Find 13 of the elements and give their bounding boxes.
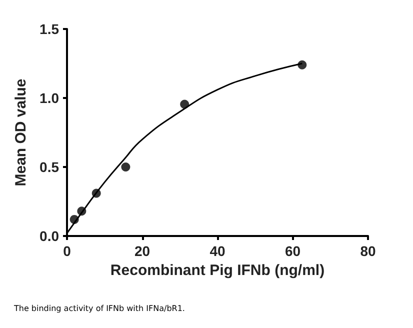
point (121, 162, 130, 172)
text: The binding activity of IFNb with IFNa/bR1. (14, 304, 185, 313)
y-axis-title: Mean OD value (12, 78, 30, 186)
x-tick-label: 0 (63, 243, 72, 259)
y-tick-label: 0.0 (40, 228, 60, 244)
y-tick-label: 0.5 (40, 159, 60, 175)
y-tick-label: 1.0 (40, 90, 60, 106)
x-tick-label: 80 (360, 243, 376, 259)
x-tick-label: 20 (134, 243, 150, 259)
x-tick-label: 40 (210, 243, 226, 259)
x-axis-title: Recombinant Pig IFNb (ng/ml) (110, 262, 325, 279)
y-tick-label: 1.5 (40, 21, 60, 37)
x-tick-label: 60 (284, 243, 301, 259)
